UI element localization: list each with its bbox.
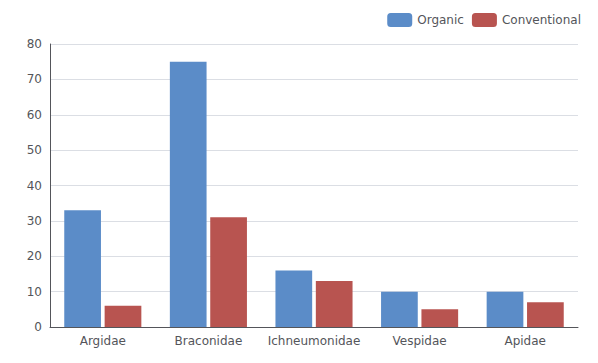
svg-text:Braconidae: Braconidae bbox=[175, 334, 243, 348]
svg-text:Argidae: Argidae bbox=[80, 334, 126, 348]
svg-text:10: 10 bbox=[27, 285, 42, 299]
svg-text:50: 50 bbox=[27, 143, 42, 157]
svg-text:70: 70 bbox=[27, 72, 42, 86]
svg-text:0: 0 bbox=[34, 320, 42, 334]
svg-text:Vespidae: Vespidae bbox=[392, 334, 446, 348]
svg-text:Ichneumonidae: Ichneumonidae bbox=[268, 334, 361, 348]
svg-text:Conventional: Conventional bbox=[502, 13, 581, 27]
svg-text:30: 30 bbox=[27, 214, 42, 228]
svg-text:Organic: Organic bbox=[417, 13, 464, 27]
svg-text:20: 20 bbox=[27, 249, 42, 263]
svg-text:60: 60 bbox=[27, 108, 42, 122]
svg-text:80: 80 bbox=[27, 37, 42, 51]
svg-text:40: 40 bbox=[27, 179, 42, 193]
svg-text:Apidae: Apidae bbox=[504, 334, 546, 348]
